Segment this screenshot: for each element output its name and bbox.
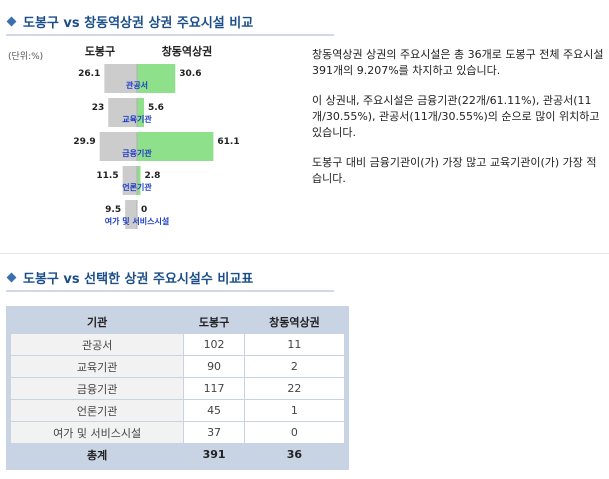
category-label: 금융기관 [122,148,152,158]
comparison-table-wrapper: 기관 도봉구 창동역상권 관공서 102 11 교육기관 90 2 금융기관 1… [6,306,349,470]
table-total-row: 총계 391 36 [11,444,344,465]
table-row: 여가 및 서비스시설 37 0 [11,422,344,443]
table-cell-label: 교육기관 [11,356,184,377]
table-total-cell: 391 [184,444,244,465]
table-cell-label: 여가 및 서비스시설 [11,422,184,443]
table-cell: 102 [184,334,244,355]
bar-left [104,64,137,93]
category-label: 언론기관 [122,182,152,192]
section-divider [0,253,609,254]
table-cell: 0 [244,422,344,443]
section-title-text: 도봉구 vs 창동역상권 상권 주요시설 비교 [23,16,254,31]
value-label-left: 11.5 [96,171,118,181]
table-total-cell: 36 [244,444,344,465]
bar-right [137,166,141,195]
value-label-right: 30.6 [179,69,201,79]
section-title-table: 도봉구 vs 선택한 상권 주요시설수 비교표 [6,268,253,287]
comparison-table: 기관 도봉구 창동역상권 관공서 102 11 교육기관 90 2 금융기관 1… [10,310,345,466]
table-row: 언론기관 45 1 [11,400,344,421]
table-cell: 37 [184,422,244,443]
value-label-right: 0 [141,205,147,215]
bar-right [137,132,214,161]
unit-label: (단위:%) [8,52,44,62]
header-cell: 창동역상권 [244,311,344,333]
table-row: 금융기관 117 22 [11,378,344,399]
value-label-right: 61.1 [217,137,239,147]
legend-right-label: 창동역상권 [162,44,213,58]
bar-left [108,98,137,127]
description-paragraph-3: 도봉구 대비 금융기관이(가) 가장 많고 교육기관이(가) 가장 적습니다. [312,156,597,185]
description-paragraph-2: 이 상권내, 주요시설은 금융기관(22개/61.11%), 관공서(11개/3… [312,94,600,139]
table-total-label: 총계 [11,444,184,465]
table-cell-label: 관공서 [11,334,184,355]
title-underline [6,290,334,292]
table-cell: 90 [184,356,244,377]
diamond-bullet-icon [6,16,17,27]
description: 창동역상권 상권의 주요시설은 총 36개로 도봉구 전체 주요시설 391개의… [312,47,604,201]
table-cell: 45 [184,400,244,421]
bar-right [137,98,144,127]
bar-left [122,166,137,195]
value-label-left: 26.1 [78,69,100,79]
table-header-row: 기관 도봉구 창동역상권 [11,311,344,333]
section-title-text: 도봉구 vs 선택한 상권 주요시설수 비교표 [23,272,254,287]
table-cell: 11 [244,334,344,355]
bar-right [137,64,176,93]
table-cell: 2 [244,356,344,377]
value-label-right: 2.8 [145,171,161,181]
value-label-left: 29.9 [73,137,95,147]
table-row: 교육기관 90 2 [11,356,344,377]
legend-left-label: 도봉구 [85,45,115,58]
value-label-left: 23 [92,103,105,113]
description-paragraph-1: 창동역상권 상권의 주요시설은 총 36개로 도봉구 전체 주요시설 391개의… [312,48,604,77]
table-cell-label: 언론기관 [11,400,184,421]
value-label-right: 5.6 [148,103,164,113]
title-underline [6,34,334,36]
category-label: 여가 및 서비스시설 [105,216,169,226]
value-label-left: 9.5 [105,205,121,215]
category-label: 관공서 [126,80,148,90]
table-cell: 22 [244,378,344,399]
section-title-comparison: 도봉구 vs 창동역상권 상권 주요시설 비교 [6,12,253,31]
diamond-bullet-icon [6,272,17,283]
header-cell: 도봉구 [184,311,244,333]
table-row: 관공서 102 11 [11,334,344,355]
bar-left [99,132,137,161]
table-cell: 1 [244,400,344,421]
header-cell: 기관 [11,311,184,333]
category-label: 교육기관 [122,114,152,124]
table-cell-label: 금융기관 [11,378,184,399]
bar-left [125,200,137,229]
table-cell: 117 [184,378,244,399]
